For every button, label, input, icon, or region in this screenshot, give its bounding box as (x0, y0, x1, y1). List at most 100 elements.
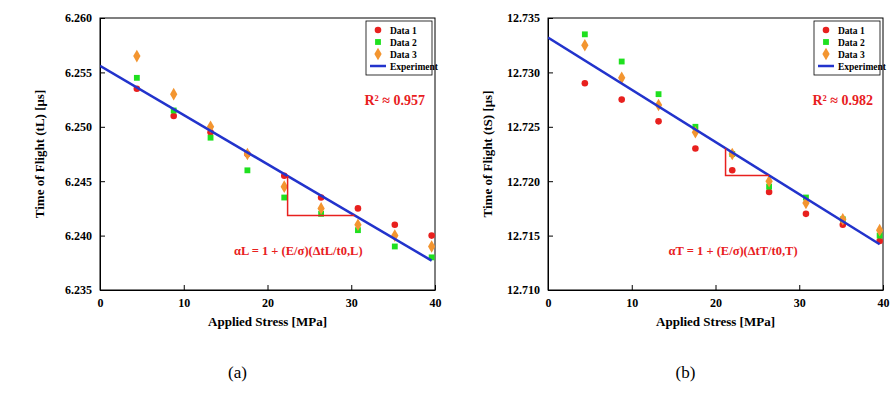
y-tick-mark (100, 290, 105, 291)
legend-swatch (823, 27, 830, 34)
legend-swatch (822, 48, 829, 61)
x-axis: 010203040 (546, 285, 890, 310)
data-point (170, 88, 177, 101)
x-tick-label: 0 (546, 296, 552, 310)
slope-triangle (288, 176, 355, 215)
y-tick: 6.245 (65, 175, 105, 189)
x-axis-line (549, 290, 884, 291)
y-tick: 6.240 (65, 229, 105, 243)
y-tick: 12.720 (507, 175, 553, 189)
legend-label: Data 3 (838, 50, 865, 60)
y-tick-mark (100, 236, 105, 237)
data-point (281, 180, 288, 193)
x-tick: 10 (178, 285, 190, 310)
y-tick-mark (100, 72, 105, 73)
legend-swatch (370, 65, 386, 68)
plot-frame (100, 18, 435, 290)
y-tick-label: 12.720 (507, 175, 540, 189)
x-tick-label: 0 (98, 296, 104, 310)
legend-label: Experiment (838, 62, 887, 72)
data-point (803, 211, 810, 218)
y-tick-label: 6.235 (65, 283, 92, 297)
data-point (354, 218, 361, 231)
legend-swatch (375, 39, 381, 45)
y-tick: 6.260 (65, 11, 105, 25)
legend-swatch (818, 65, 834, 68)
y-tick: 12.715 (507, 229, 553, 243)
x-tick-label: 30 (346, 296, 358, 310)
x-tick: 10 (626, 285, 638, 310)
x-tick-mark (268, 285, 269, 290)
legend-label: Data 1 (838, 26, 865, 36)
data-point (582, 80, 589, 87)
data-point (766, 189, 773, 196)
data-point (244, 167, 250, 173)
y-tick-mark (548, 18, 553, 19)
x-tick-mark (435, 285, 436, 290)
y-tick-label: 6.245 (65, 175, 92, 189)
legend-label: Data 2 (838, 38, 865, 48)
y-tick-label: 12.730 (507, 66, 540, 80)
panel-label: (b) (676, 363, 696, 382)
data-point (619, 59, 625, 65)
data-point (656, 91, 662, 97)
data-point (355, 205, 362, 212)
x-tick-mark (716, 285, 717, 290)
y-axis-line (100, 19, 101, 291)
data-point (392, 221, 399, 228)
data-point (876, 224, 883, 237)
legend-swatch (375, 27, 382, 34)
data-point (581, 39, 588, 52)
x-axis: 0 10 20 30 40 (98, 285, 442, 310)
data-point (582, 31, 588, 37)
y-tick-mark (548, 72, 553, 73)
x-tick: 30 (346, 285, 358, 310)
x-tick: 20 (262, 285, 274, 310)
x-tick-label: 10 (178, 296, 190, 310)
panel: 01020304012.71012.71512.72012.72512.7301… (480, 11, 890, 382)
data-point (692, 145, 699, 152)
y-tick-label: 12.715 (507, 229, 540, 243)
legend-label: Experiment (390, 62, 439, 72)
plot-frame (548, 18, 883, 290)
y-tick: 12.725 (507, 120, 553, 134)
x-axis-line (101, 290, 436, 291)
equation: αL = 1 + (E/σ)(ΔtL/t0,L) (234, 244, 363, 258)
y-tick-mark (548, 290, 553, 291)
equation: αT = 1 + (E/σ)(ΔtT/t0,T) (669, 244, 798, 258)
y-tick-label: 6.255 (65, 66, 92, 80)
y-tick: 12.730 (507, 66, 553, 80)
y-tick: 12.710 (507, 283, 553, 297)
data-point (729, 167, 736, 174)
x-tick-label: 40 (430, 296, 442, 310)
x-tick-label: 30 (794, 296, 806, 310)
data-point (281, 195, 287, 201)
data-point (170, 113, 177, 120)
x-tick-mark (632, 285, 633, 290)
y-axis-line (548, 19, 549, 291)
legend-label: Data 2 (390, 38, 417, 48)
y-axis-title: Time of Flight (tL) [μs] (32, 90, 47, 218)
marks (100, 50, 435, 261)
y-tick-mark (548, 236, 553, 237)
legend: Data 1Data 2Data 3Experiment (366, 21, 439, 75)
legend-swatch (374, 48, 381, 61)
x-tick-mark (351, 285, 352, 290)
y-tick: 6.255 (65, 66, 105, 80)
panel: 0102030406.2356.2406.2456.2506.2556.260A… (32, 11, 442, 382)
x-tick-label: 10 (626, 296, 638, 310)
x-tick-label: 20 (710, 296, 722, 310)
y-tick-label: 12.710 (507, 283, 540, 297)
legend-swatch (823, 39, 829, 45)
data-point (428, 240, 435, 253)
data-point (134, 75, 140, 81)
y-tick: 6.235 (65, 283, 105, 297)
data-point (428, 232, 435, 239)
fit-line (100, 66, 432, 261)
x-tick: 20 (710, 285, 722, 310)
y-tick: 12.735 (507, 11, 553, 25)
x-axis-title: Applied Stress [MPa] (208, 314, 327, 329)
x-tick: 30 (794, 285, 806, 310)
figure: 0102030406.2356.2406.2456.2506.2556.260A… (0, 0, 894, 394)
data-point (317, 202, 324, 215)
